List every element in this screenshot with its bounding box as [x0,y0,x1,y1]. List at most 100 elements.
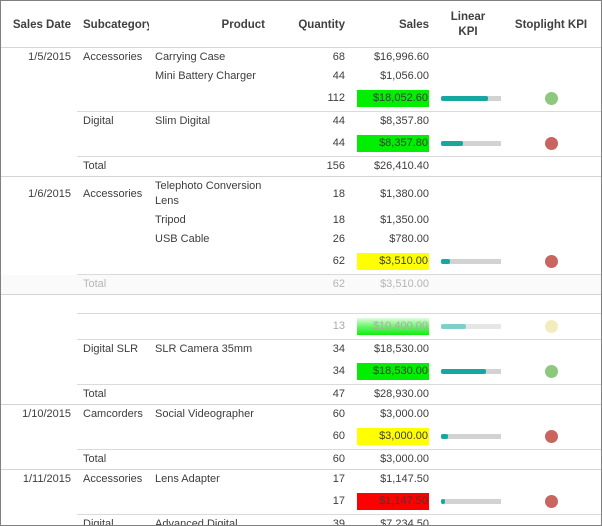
subtotal-row: 60 $3,000.00 [1,424,601,450]
linear-kpi-cell [435,86,501,112]
sales-cell: $18,530.00 [351,339,435,359]
stoplight-kpi-cell [501,489,601,515]
sales-date-cell [1,515,77,526]
product-cell [149,384,271,405]
sales-date-cell: 1/6/2015 [1,176,77,211]
stoplight-kpi-cell [501,67,601,86]
product-cell: Telephoto Conversion Lens [149,176,271,211]
sales-date-cell [1,67,77,86]
subtotal-sales-value: $3,000.00 [357,428,429,445]
subtotal-sales-value: $18,052.60 [357,90,429,107]
linear-kpi-bar-fill [441,258,450,264]
subtotal-row: 62 $3,510.00 [1,249,601,275]
product-cell [149,131,271,157]
linear-kpi-cell [435,313,501,340]
quantity-cell: 62 [271,274,351,295]
sales-kpi-cell: $1,147.50 [351,489,435,515]
linear-kpi-bar [441,258,501,264]
linear-kpi-cell [435,514,501,525]
group-total-row: Total 156 $26,410.40 [1,156,601,177]
sales-date-cell [1,112,77,132]
linear-kpi-cell [435,489,501,515]
subtotal-row: 13 $10,400.00 [1,313,601,340]
product-cell: Tripod [155,214,186,226]
product-cell: USB Cable [155,233,210,245]
quantity-cell: 44 [271,111,351,131]
stoplight-kpi-cell [501,404,601,424]
linear-kpi-cell [435,384,501,405]
product-row: USB Cable 26 $780.00 [1,230,601,249]
report-table-header: Sales Date Subcategory Product Quantity Sale… [1,1,601,48]
subtotal-row: 44 $8,357.80 [1,131,601,157]
sales-date-cell [1,385,77,405]
stoplight-kpi-cell [501,424,601,450]
stoplight-kpi-cell [501,384,601,405]
linear-kpi-cell [435,131,501,157]
subtotal-sales-value: $18,530.00 [357,363,429,380]
subtotal-sales-value: $8,357.80 [357,135,429,152]
subcategory-cell [77,489,149,515]
stoplight-kpi-cell [501,156,601,177]
subcategory-cell: Digital [77,111,149,131]
sales-cell: $26,410.40 [351,156,435,177]
stoplight-indicator-red [544,136,558,150]
quantity-cell: 60 [271,404,351,424]
subcategory-cell [77,424,149,450]
sales-kpi-cell: $3,000.00 [351,424,435,450]
quantity-cell: 60 [332,430,345,442]
linear-kpi-bar [441,498,501,504]
product-row: Mini Battery Charger 44 $1,056.00 [1,67,601,86]
product-cell: Lens Adapter [149,469,271,489]
column-header-6: Stoplight KPI [501,1,601,48]
subcategory-cell [77,359,149,385]
linear-kpi-cell [435,339,501,359]
product-cell: SLR Camera 35mm [149,339,271,359]
column-header-5: Linear KPI [435,1,501,48]
product-cell [149,249,271,275]
linear-kpi-bar [441,368,501,374]
sales-date-cell: 1/5/2015 [1,47,77,67]
quantity-cell: 13 [271,313,351,340]
sales-cell: $3,510.00 [351,274,435,295]
linear-kpi-cell [435,211,501,230]
linear-kpi-bar-fill [441,323,466,329]
quantity-cell: 60 [271,449,351,470]
sales-date-cell [1,230,77,249]
product-cell: Advanced Digital [149,514,271,525]
total-label-cell: Total [77,274,149,295]
linear-kpi-bar-fill [441,433,448,439]
subcategory-cell: Accessories [77,47,149,67]
product-row: Digital SLR SLR Camera 35mm 34 $18,530.00 [1,339,601,359]
column-header-0: Sales Date [1,1,77,48]
subcategory-cell: Digital [77,514,149,525]
sales-kpi-cell: $8,357.80 [351,131,435,157]
linear-kpi-bar [441,95,501,101]
linear-kpi-bar-fill [441,95,488,101]
stoplight-kpi-cell [501,359,601,385]
quantity-cell: 18 [271,176,351,211]
linear-kpi-cell [435,176,501,211]
stoplight-kpi-cell [501,176,601,211]
sales-date-cell [1,424,77,450]
stoplight-kpi-cell [501,274,601,295]
sales-cell: $1,147.50 [351,469,435,489]
linear-kpi-cell [435,249,501,275]
quantity-cell: 18 [332,214,345,226]
stoplight-indicator-red [544,494,558,508]
sales-kpi-cell: $10,400.00 [351,313,435,340]
header-row: Sales Date Subcategory Product Quantity Sale… [1,1,601,48]
product-cell: Slim Digital [149,111,271,131]
subcategory-cell [77,131,149,157]
linear-kpi-cell [435,449,501,470]
stoplight-kpi-cell [501,211,601,230]
sales-cell: $1,380.00 [351,176,435,211]
stoplight-indicator-yellow [544,319,558,333]
stoplight-kpi-cell [501,469,601,489]
product-row: 1/6/2015 Accessories Telephoto Conversion … [1,176,601,211]
quantity-cell: 68 [271,47,351,67]
stoplight-indicator-red [544,429,558,443]
sales-date-cell [1,157,77,177]
sales-cell: $28,930.00 [351,384,435,405]
subcategory-cell [77,230,149,249]
subtotal-row: 112 $18,052.60 [1,86,601,112]
